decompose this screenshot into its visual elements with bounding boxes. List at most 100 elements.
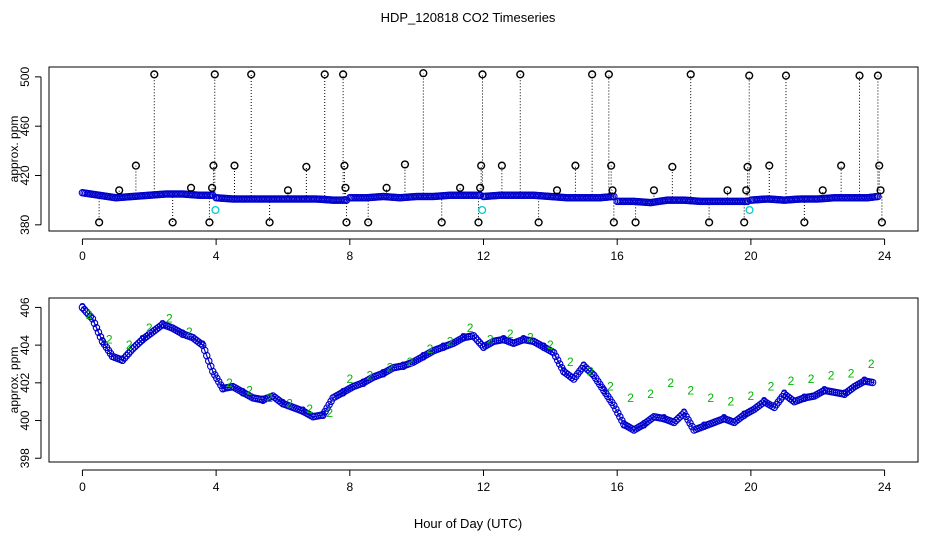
top-y-tick-label: 500 <box>18 67 32 87</box>
bottom-series-3-point <box>134 339 143 347</box>
bottom-series-2-label: 2 <box>246 383 253 397</box>
bottom-series-3-label: 3 <box>520 332 527 346</box>
bottom-series-3-label: 3 <box>199 338 206 352</box>
top-spike-point <box>631 218 640 227</box>
bottom-series-3-point <box>612 405 620 413</box>
bottom-series-3-point <box>130 343 139 351</box>
top-x-tick-label: 8 <box>346 249 353 263</box>
top-spike-point <box>609 218 618 227</box>
bottom-series-2-label: 2 <box>126 338 133 352</box>
bottom-y-tick-label: 406 <box>18 297 32 317</box>
bottom-series-3-point <box>90 319 99 328</box>
bottom-series-2-label: 2 <box>527 331 534 345</box>
bottom-series-3-label: 3 <box>79 300 86 314</box>
bottom-series-3-label: 3 <box>641 417 648 431</box>
bottom-x-tick-label: 24 <box>878 480 892 494</box>
bottom-series-2-label: 2 <box>587 365 594 379</box>
bottom-series-2-label: 2 <box>467 321 474 335</box>
top-cyan-point <box>745 205 754 215</box>
top-spike-point <box>340 161 349 170</box>
bottom-series-3-point <box>120 354 129 362</box>
bottom-series-3-label: 3 <box>119 353 126 367</box>
bottom-series-3-label: 3 <box>340 385 347 399</box>
bottom-series-3-label: 3 <box>500 332 507 346</box>
top-spike-point <box>341 183 350 192</box>
top-spike-point <box>456 183 465 192</box>
bottom-y-axis-label: approx. ppm <box>7 347 21 414</box>
top-y-tick-label: 380 <box>18 215 32 235</box>
bottom-y-tick-label: 404 <box>18 335 32 355</box>
bottom-series-3-label: 3 <box>480 340 487 354</box>
bottom-series-2-label: 2 <box>226 376 233 390</box>
bottom-series-2-label: 2 <box>727 395 734 409</box>
top-spike-point <box>875 161 884 170</box>
top-spike-point <box>765 161 774 170</box>
top-spike-point <box>837 161 846 170</box>
bottom-series-3-label: 3 <box>280 397 287 411</box>
bottom-x-tick-label: 4 <box>213 480 220 494</box>
bottom-series-3-label: 3 <box>440 340 447 354</box>
bottom-series-3-label: 3 <box>741 408 748 422</box>
bottom-series-3-label: 3 <box>781 387 788 401</box>
bottom-series-3-label: 3 <box>701 419 708 433</box>
top-x-axis: 0 4 8 12 16 20 24 <box>79 238 892 263</box>
top-baseline-point <box>743 197 752 206</box>
bottom-series-3-point <box>126 347 135 355</box>
bottom-series-3-point <box>584 365 592 374</box>
top-spike-point <box>419 69 428 78</box>
bottom-series-2-label: 2 <box>647 387 654 401</box>
bottom-series-3-point <box>132 341 141 349</box>
bottom-series-3-label: 3 <box>540 340 547 354</box>
bottom-series-2-label: 2 <box>387 361 394 375</box>
bottom-series-3-point <box>92 324 101 332</box>
bottom-series-3-point <box>588 369 596 378</box>
bottom-series-3-point <box>96 333 105 341</box>
top-spike-point <box>800 218 809 227</box>
bottom-series-3-point <box>586 367 594 376</box>
bottom-series-3-point <box>80 305 89 314</box>
top-spike-point <box>743 162 752 171</box>
top-spike-point <box>745 71 754 80</box>
top-x-tick-label: 0 <box>79 249 86 263</box>
bottom-series-3-point <box>124 349 133 358</box>
bottom-series-2-label: 2 <box>186 325 193 339</box>
bottom-series-3-point <box>674 414 682 423</box>
bottom-series-2-label: 2 <box>507 327 514 341</box>
top-spike-point <box>818 186 827 195</box>
top-x-tick-label: 4 <box>213 249 220 263</box>
bottom-series-3-point <box>610 401 618 410</box>
bottom-series-3-point <box>553 356 562 364</box>
bottom-series-2-label: 2 <box>547 338 554 352</box>
bottom-series-3-label: 3 <box>560 365 567 379</box>
top-spike-point <box>705 218 714 227</box>
top-spike-point <box>723 186 732 195</box>
bottom-series-3-label: 3 <box>99 334 106 348</box>
bottom-series-3-point <box>94 328 103 337</box>
bottom-series-3-label: 3 <box>841 387 848 401</box>
bottom-series-3-point <box>868 378 877 387</box>
top-spike-point <box>873 71 882 80</box>
bottom-series-3-point <box>78 303 87 312</box>
bottom-series-2-label: 2 <box>627 391 634 405</box>
bottom-y-tick-label: 398 <box>18 448 32 468</box>
bottom-series-3-point <box>196 339 205 348</box>
top-spike-point <box>115 186 124 195</box>
bottom-series-2-label: 2 <box>166 312 173 326</box>
top-x-tick-label: 24 <box>878 249 892 263</box>
top-spike-point <box>283 186 293 195</box>
top-spike-point <box>686 70 695 79</box>
bottom-series-3-point <box>567 373 576 382</box>
bottom-series-3-label: 3 <box>600 383 607 397</box>
bottom-series-3-label: 3 <box>300 404 307 418</box>
bottom-series-2-label: 2 <box>748 389 755 403</box>
bottom-plot-frame <box>48 297 919 463</box>
bottom-x-tick-label: 0 <box>79 480 86 494</box>
bottom-series-2-label: 2 <box>828 368 835 382</box>
top-cyan-point <box>211 205 220 215</box>
top-spike-point <box>474 218 483 227</box>
top-spike-point <box>516 70 525 79</box>
bottom-series-3-point <box>672 416 680 425</box>
